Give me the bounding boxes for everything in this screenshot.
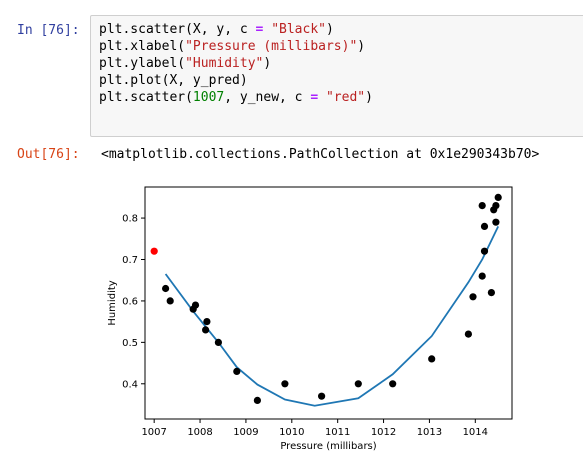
data-point [478, 272, 486, 280]
code-token: ) [263, 56, 272, 71]
data-point [162, 284, 170, 293]
data-point [478, 202, 486, 210]
data-point [354, 380, 362, 388]
x-tick-label: 1009 [233, 427, 258, 438]
code-token: plt.scatter( [99, 90, 193, 105]
code-line: plt.scatter(X, y, c = "Black") [99, 21, 373, 38]
x-tick-label: 1008 [187, 427, 212, 438]
data-point [203, 318, 211, 326]
data-point [492, 218, 500, 226]
plot-frame [144, 186, 513, 420]
y-tick-label: 0.6 [122, 296, 138, 307]
code-token: "Pressure (millibars)" [185, 39, 358, 54]
data-point [191, 301, 200, 309]
data-point [487, 289, 495, 297]
code-token: "red" [325, 90, 366, 105]
code-line: plt.plot(X, y_pred) [99, 72, 373, 89]
x-tick-label: 1007 [141, 427, 166, 438]
fit-line [164, 226, 500, 407]
data-point [253, 396, 261, 404]
x-axis-label: Pressure (millibars) [280, 441, 376, 452]
code-line: plt.scatter(1007, y_new, c = "red") [99, 89, 373, 106]
code-token: "Black" [271, 22, 326, 37]
data-point [202, 326, 210, 334]
code-token: 1007 [192, 90, 225, 105]
code-token: ) [357, 39, 366, 54]
code-line: plt.ylabel("Humidity") [99, 55, 373, 72]
code-token: , y_new, c [224, 90, 311, 105]
data-point [492, 202, 500, 210]
data-point [166, 297, 174, 305]
code-token [318, 90, 326, 105]
data-point [494, 193, 502, 201]
x-tick-label: 1013 [417, 427, 442, 438]
code-token: plt.scatter(X, y, c [99, 22, 256, 37]
code-line: plt.xlabel("Pressure (millibars)") [99, 38, 373, 55]
x-tick-label: 1012 [371, 427, 396, 438]
output-prompt: Out[76]: [17, 147, 80, 162]
code-token: plt.xlabel( [99, 39, 186, 54]
input-prompt: In [76]: [17, 23, 80, 38]
data-point [389, 380, 397, 388]
code-token: plt.plot(X, y_pred) [99, 73, 248, 88]
data-point [469, 293, 477, 301]
data-point [318, 392, 326, 400]
y-axis-label: Humidity [107, 280, 118, 325]
code-token: = [255, 22, 264, 37]
data-point [281, 380, 289, 388]
code-token: = [310, 90, 319, 105]
code-token: ) [326, 22, 334, 37]
data-point [233, 367, 241, 375]
x-tick-label: 1014 [463, 427, 488, 438]
x-tick-label: 1011 [325, 427, 350, 438]
code-editor[interactable]: plt.scatter(X, y, c = "Black") plt.xlabel… [99, 21, 373, 106]
y-tick-label: 0.5 [122, 338, 138, 349]
code-cell[interactable]: plt.scatter(X, y, c = "Black") plt.xlabel… [90, 15, 583, 137]
data-point [464, 330, 472, 338]
code-token: ) [365, 90, 373, 105]
predicted-point [150, 247, 158, 255]
y-tick-label: 0.7 [122, 255, 138, 266]
output-text: <matplotlib.collections.PathCollection a… [101, 147, 540, 162]
code-token: plt.ylabel( [99, 56, 186, 71]
data-point [480, 222, 489, 230]
code-token: "Humidity" [185, 56, 264, 71]
data-point [428, 355, 436, 363]
data-point [480, 247, 489, 255]
y-tick-label: 0.8 [122, 214, 138, 225]
scatter-chart: 1007 1008 1009 1010 1011 1012 1013 1014 0.4 0.5 0.… [107, 186, 513, 452]
y-tick-label: 0.4 [122, 379, 138, 390]
x-tick-label: 1010 [279, 427, 304, 438]
data-point [214, 338, 222, 346]
